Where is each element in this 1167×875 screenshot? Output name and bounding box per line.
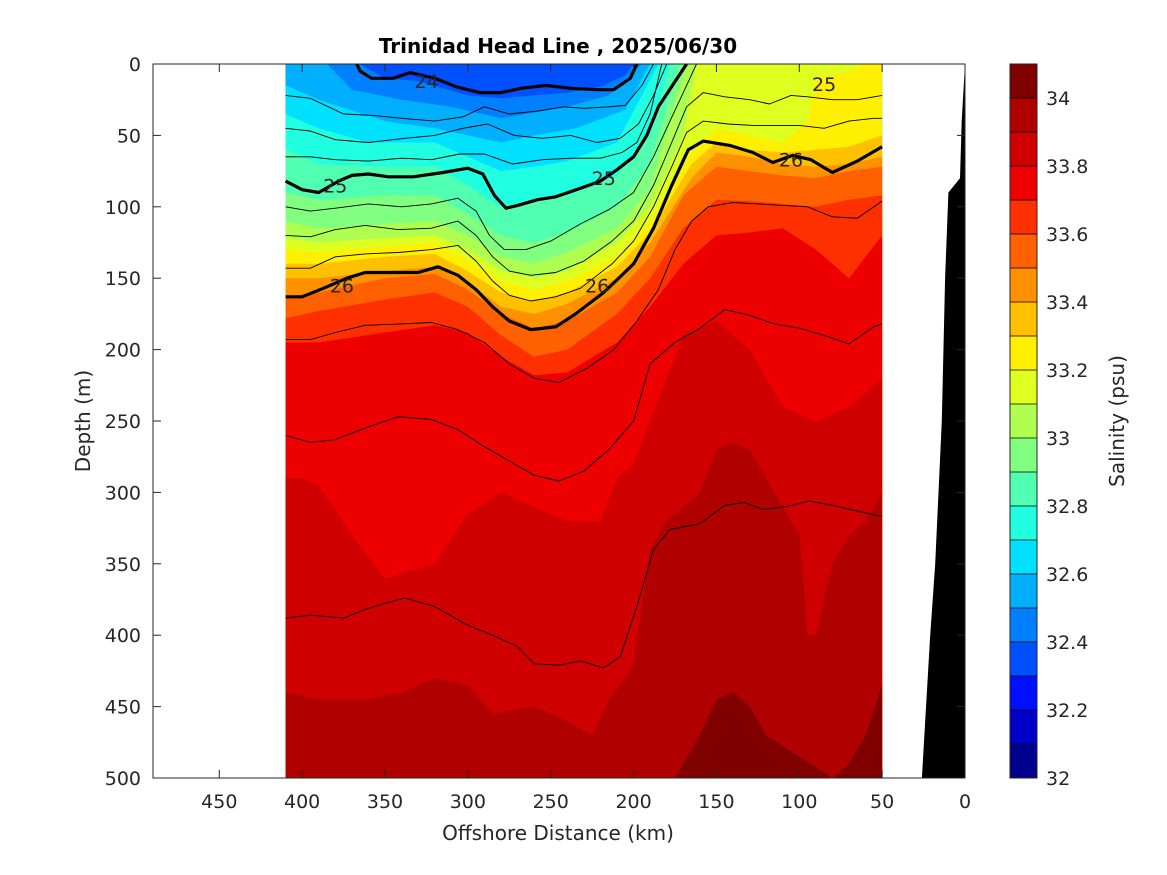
x-tick-label: 100 xyxy=(781,791,817,813)
colorbar-tick-label: 33 xyxy=(1046,428,1070,450)
colorbar-tick-label: 33.6 xyxy=(1046,224,1088,246)
x-tick-label: 400 xyxy=(284,791,320,813)
colorbar-swatch xyxy=(1010,540,1037,575)
density-contours: 24 25 25 25 26 26 26 xyxy=(284,64,883,669)
salinity-zone-34.05 xyxy=(675,685,883,778)
y-tick-label: 400 xyxy=(105,625,141,647)
x-tick-label: 450 xyxy=(201,791,237,813)
y-tick-label: 300 xyxy=(105,482,141,504)
colorbar-tick-label: 34 xyxy=(1046,88,1070,110)
x-tick-label: 50 xyxy=(870,791,894,813)
x-tick-label: 150 xyxy=(698,791,734,813)
colorbar-swatch xyxy=(1010,574,1037,609)
colorbar-tick-label: 33.4 xyxy=(1046,292,1088,314)
y-axis: 0 50 100 150 200 250 300 350 400 450 500 xyxy=(105,54,965,790)
density-contour-thin-2 xyxy=(285,64,668,143)
density-contour-thin-3 xyxy=(285,64,663,165)
colorbar-swatch xyxy=(1010,608,1037,643)
colorbar-swatch xyxy=(1010,370,1037,405)
density-contour-thin-7 xyxy=(285,117,883,302)
y-tick-label: 350 xyxy=(105,554,141,576)
colorbar-swatch xyxy=(1010,336,1037,371)
bathymetry xyxy=(921,64,965,778)
y-tick-label: 0 xyxy=(129,54,141,76)
colorbar-swatch xyxy=(1010,166,1037,201)
colorbar-tick-label: 32.4 xyxy=(1046,632,1088,654)
colorbar-swatch xyxy=(1010,302,1037,337)
colorbar-swatch xyxy=(1010,64,1037,99)
contour-label: 25 xyxy=(592,168,616,190)
colorbar-swatch xyxy=(1010,676,1037,711)
colorbar-tick-label: 32.2 xyxy=(1046,700,1088,722)
contour-label: 25 xyxy=(812,74,836,96)
x-tick-label: 200 xyxy=(615,791,651,813)
density-contour-25 xyxy=(284,64,688,210)
x-axis-label: Offshore Distance (km) xyxy=(442,821,674,845)
contour-label: 24 xyxy=(414,71,438,93)
colorbar-tick-label: 32 xyxy=(1046,768,1070,790)
x-axis: 450 400 350 300 250 200 150 100 50 0 xyxy=(201,64,971,813)
colorbar-label: Salinity (psu) xyxy=(1105,355,1129,487)
colorbar-swatch xyxy=(1010,268,1037,303)
x-tick-label: 250 xyxy=(533,791,569,813)
colorbar-swatch xyxy=(1010,744,1037,779)
chart-title: Trinidad Head Line , 2025/06/30 xyxy=(379,34,737,58)
colorbar-swatch xyxy=(1010,98,1037,133)
density-contour-26 xyxy=(285,139,883,332)
contour-label: 25 xyxy=(323,175,347,197)
y-tick-label: 450 xyxy=(105,697,141,719)
y-tick-label: 500 xyxy=(105,768,141,790)
colorbar-tick-label: 33.8 xyxy=(1046,156,1088,178)
colorbar-swatch xyxy=(1010,506,1037,541)
x-tick-label: 350 xyxy=(367,791,403,813)
seafloor-shape xyxy=(921,64,965,778)
colorbar-swatch xyxy=(1010,234,1037,269)
contour-label: 26 xyxy=(585,275,609,297)
colorbar-swatch xyxy=(1010,132,1037,167)
y-tick-label: 250 xyxy=(105,411,141,433)
colorbar-swatch xyxy=(1010,438,1037,473)
colorbar-swatch xyxy=(1010,404,1037,439)
colorbar-swatch xyxy=(1010,710,1037,745)
y-tick-label: 100 xyxy=(105,197,141,219)
density-contour-24 xyxy=(355,64,639,95)
density-contour-thin-6 xyxy=(285,92,883,276)
colorbar-frame xyxy=(1009,63,1038,779)
colorbar-tick-label: 33.2 xyxy=(1046,360,1088,382)
x-tick-label: 300 xyxy=(450,791,486,813)
contour-label: 26 xyxy=(779,150,803,172)
density-contour-thin-10 xyxy=(285,309,883,482)
density-contour-thin-11 xyxy=(285,500,883,669)
colorbar-tick-label: 32.6 xyxy=(1046,564,1088,586)
colorbar-swatch xyxy=(1010,472,1037,507)
y-tick-label: 150 xyxy=(105,268,141,290)
y-tick-label: 200 xyxy=(105,340,141,362)
y-axis-label: Depth (m) xyxy=(71,370,95,472)
x-tick-label: 0 xyxy=(959,791,971,813)
colorbar-swatch xyxy=(1010,642,1037,677)
y-tick-label: 50 xyxy=(117,125,141,147)
contour-label: 26 xyxy=(330,275,354,297)
colorbar-tick-label: 32.8 xyxy=(1046,496,1088,518)
colorbar-swatch xyxy=(1010,200,1037,235)
density-contour-thin-5 xyxy=(285,64,697,251)
colorbar: 32 32.2 32.4 32.6 32.8 33 33.2 33.4 33.6 33.8 34 xyxy=(1009,63,1088,790)
density-contour-thin-9 xyxy=(285,200,883,383)
plot-area xyxy=(285,64,883,778)
density-contour-thin-1 xyxy=(285,64,654,122)
